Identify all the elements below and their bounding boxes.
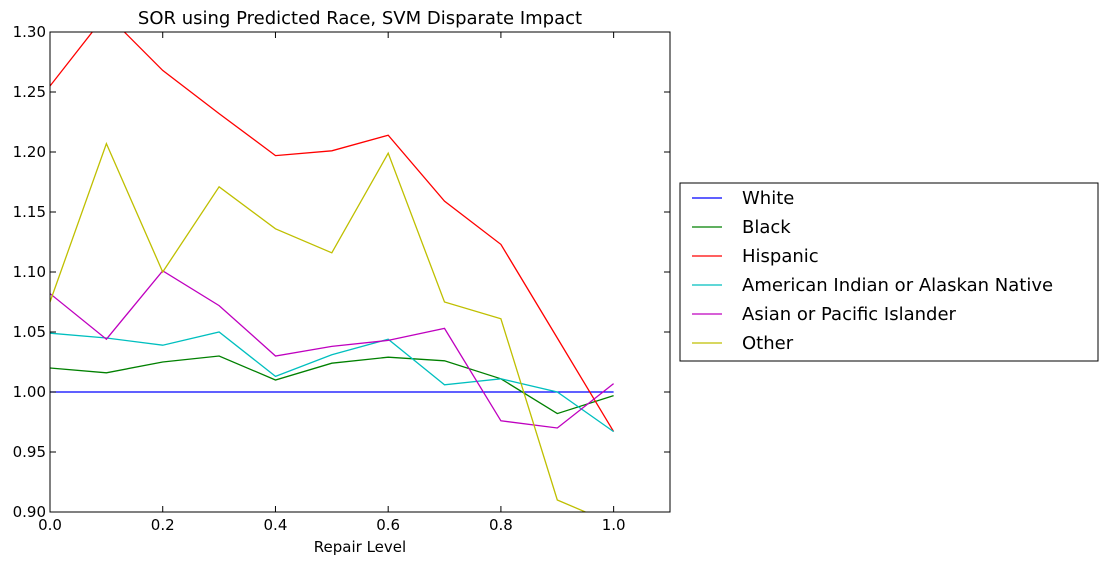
x-tick-label: 0.0 bbox=[38, 516, 62, 534]
y-tick-label: 1.10 bbox=[13, 263, 46, 281]
tick-layer: 0.0 0.2 0.4 0.6 0.8 1.0 0.90 0.95 1.00 1.05 1.10 1.… bbox=[13, 23, 670, 534]
series-layer bbox=[50, 32, 615, 512]
x-tick-label: 0.8 bbox=[489, 516, 513, 534]
y-tick-label: 1.30 bbox=[13, 23, 46, 41]
y-tick-label: 1.15 bbox=[13, 203, 46, 221]
legend-label-0: White bbox=[742, 188, 794, 209]
x-tick-label: 0.4 bbox=[264, 516, 288, 534]
x-tick-label: 0.6 bbox=[376, 516, 400, 534]
y-tick-label: 0.95 bbox=[13, 443, 46, 461]
series-line-4 bbox=[50, 269, 615, 429]
legend: White Black Hispanic American Indian or Ala… bbox=[679, 182, 1099, 362]
y-tick-label: 0.90 bbox=[13, 503, 46, 521]
plot-frame bbox=[49, 31, 671, 513]
y-tick-label: 1.05 bbox=[13, 323, 46, 341]
legend-label-5: Other bbox=[742, 333, 794, 354]
series-line-5 bbox=[50, 141, 588, 512]
x-tick-label: 0.2 bbox=[151, 516, 175, 534]
y-tick-label: 1.20 bbox=[13, 143, 46, 161]
y-tick-label: 1.00 bbox=[13, 383, 46, 401]
x-axis-title: Repair Level bbox=[314, 538, 406, 556]
y-tick-label: 1.25 bbox=[13, 83, 46, 101]
series-line-1 bbox=[50, 355, 614, 415]
x-tick-label: 1.0 bbox=[602, 516, 626, 534]
legend-label-4: Asian or Pacific Islander bbox=[742, 304, 957, 325]
chart-title: SOR using Predicted Race, SVM Disparate … bbox=[138, 8, 582, 29]
legend-frame bbox=[679, 182, 1099, 362]
series-line-2 bbox=[50, 32, 615, 432]
legend-label-2: Hispanic bbox=[742, 246, 819, 267]
legend-label-1: Black bbox=[742, 217, 791, 238]
series-line-3 bbox=[50, 331, 614, 433]
legend-label-3: American Indian or Alaskan Native bbox=[742, 275, 1053, 296]
